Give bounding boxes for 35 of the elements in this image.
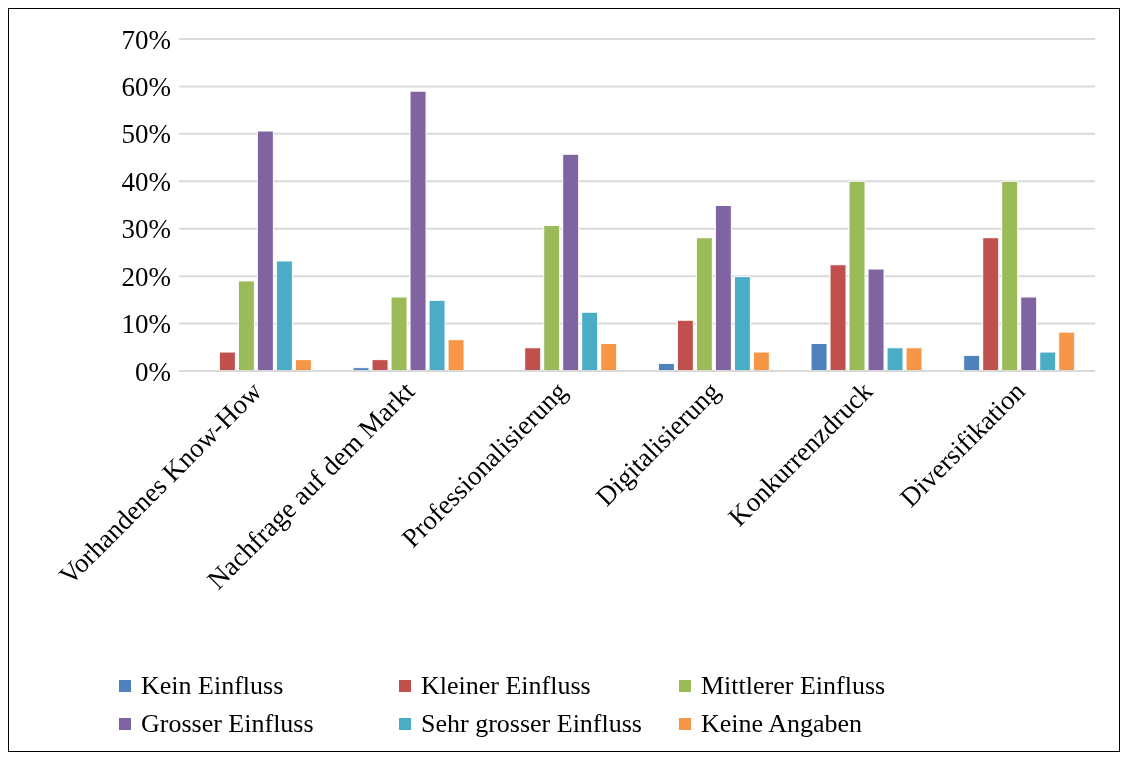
y-tick-label: 70% bbox=[121, 24, 171, 55]
bar bbox=[543, 224, 561, 371]
bar bbox=[294, 359, 312, 371]
bar bbox=[1020, 296, 1038, 371]
bar bbox=[982, 237, 1000, 371]
bar bbox=[256, 130, 274, 371]
y-tick-label: 0% bbox=[135, 356, 171, 387]
bar bbox=[1001, 180, 1019, 371]
bar bbox=[237, 280, 255, 371]
y-tick-label: 40% bbox=[121, 166, 171, 197]
legend-label: Sehr grosser Einfluss bbox=[421, 709, 642, 739]
bar bbox=[676, 319, 694, 371]
y-tick-label: 30% bbox=[121, 214, 171, 245]
bar bbox=[714, 204, 732, 371]
y-tick-label: 60% bbox=[121, 72, 171, 103]
bar bbox=[562, 153, 580, 371]
bar bbox=[524, 347, 542, 371]
bar bbox=[695, 237, 713, 371]
bar bbox=[275, 260, 293, 371]
bar bbox=[963, 354, 981, 371]
bar bbox=[733, 276, 751, 371]
bar bbox=[600, 342, 618, 371]
bar bbox=[218, 351, 236, 371]
y-tick-label: 10% bbox=[121, 309, 171, 340]
bar bbox=[1039, 351, 1057, 371]
bar bbox=[1058, 331, 1076, 371]
bar bbox=[581, 311, 599, 371]
y-tick-label: 20% bbox=[121, 261, 171, 292]
legend-label: Grosser Einfluss bbox=[141, 709, 314, 739]
legend-label: Kein Einfluss bbox=[141, 671, 284, 701]
y-tick-label: 50% bbox=[121, 119, 171, 150]
legend-label: Keine Angaben bbox=[701, 709, 863, 739]
legend-label: Mittlerer Einfluss bbox=[701, 671, 886, 701]
bar bbox=[752, 351, 770, 371]
legend-label: Kleiner Einfluss bbox=[421, 671, 591, 701]
